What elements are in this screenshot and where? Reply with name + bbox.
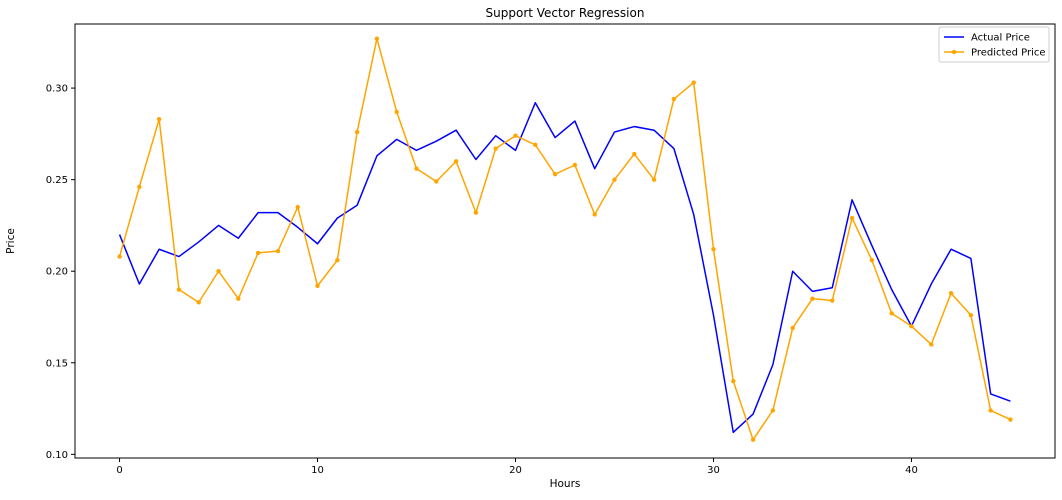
data-point-predicted-price: [988, 408, 993, 413]
data-point-predicted-price: [968, 312, 974, 318]
data-point-predicted-price: [1008, 417, 1013, 422]
legend-marker-predicted-price: [951, 49, 957, 55]
data-point-predicted-price: [552, 171, 558, 177]
data-point-predicted-price: [216, 269, 221, 274]
data-point-predicted-price: [869, 258, 875, 263]
y-tick-label: 0.10: [46, 450, 68, 461]
data-point-predicted-price: [354, 129, 360, 135]
data-point-predicted-price: [790, 325, 795, 331]
plot-frame: [74, 23, 1056, 459]
x-tick-label: 0: [116, 465, 122, 476]
y-tick-label: 0.20: [46, 267, 68, 278]
series-line-predicted-price: [118, 37, 1011, 441]
x-axis-ticks: 0 10 20 30 40: [116, 458, 918, 476]
data-point-predicted-price: [394, 109, 399, 115]
data-point-predicted-price: [414, 166, 419, 171]
data-point-predicted-price: [117, 254, 122, 259]
data-point-predicted-price: [671, 96, 677, 102]
data-point-predicted-price: [335, 258, 340, 263]
y-axis-label: Price: [5, 228, 17, 254]
y-tick-label: 0.25: [46, 175, 68, 186]
y-axis-ticks: 0.10 0.15 0.20 0.25 0.30: [46, 84, 75, 461]
data-point-predicted-price: [236, 296, 241, 301]
x-axis-label: Hours: [550, 478, 581, 490]
data-point-predicted-price: [295, 204, 300, 210]
legend: Actual Price Predicted Price: [938, 26, 1050, 63]
data-point-predicted-price: [137, 184, 142, 190]
data-point-predicted-price: [572, 162, 578, 168]
data-point-predicted-price: [513, 133, 518, 138]
data-point-predicted-price: [849, 215, 855, 221]
chart-title: Support Vector Regression: [486, 6, 645, 20]
data-point-predicted-price: [275, 248, 281, 254]
data-point-predicted-price: [315, 283, 320, 289]
data-point-predicted-price: [434, 179, 439, 184]
x-tick-label: 20: [509, 465, 522, 476]
data-point-predicted-price: [750, 437, 756, 442]
data-point-predicted-price: [651, 177, 657, 182]
data-point-predicted-price: [156, 117, 162, 122]
data-point-predicted-price: [929, 342, 934, 347]
data-point-predicted-price: [810, 296, 815, 301]
data-point-predicted-price: [889, 311, 894, 316]
legend-label-actual-price: Actual Price: [971, 33, 1030, 44]
y-tick-label: 0.15: [46, 358, 68, 369]
data-point-predicted-price: [830, 298, 835, 303]
series-line-actual-price: [118, 101, 1011, 434]
data-point-predicted-price: [473, 210, 479, 215]
plot-area: [117, 36, 1013, 442]
data-point-predicted-price: [493, 146, 498, 151]
x-tick-label: 10: [311, 465, 324, 476]
data-point-predicted-price: [731, 378, 736, 384]
data-point-predicted-price: [711, 247, 716, 252]
x-tick-label: 40: [905, 465, 918, 476]
data-point-predicted-price: [255, 250, 261, 256]
data-point-predicted-price: [592, 212, 597, 217]
data-point-predicted-price: [612, 177, 617, 182]
data-point-predicted-price: [691, 80, 696, 85]
legend-box: [938, 26, 1050, 63]
data-point-predicted-price: [909, 323, 914, 329]
data-point-predicted-price: [196, 300, 201, 305]
data-point-predicted-price: [374, 36, 380, 41]
data-point-predicted-price: [176, 287, 182, 292]
data-point-predicted-price: [533, 142, 538, 148]
data-point-predicted-price: [770, 408, 776, 413]
data-point-predicted-price: [632, 151, 637, 157]
y-tick-label: 0.30: [46, 84, 68, 95]
data-point-predicted-price: [453, 159, 459, 164]
data-point-predicted-price: [948, 290, 954, 296]
x-tick-label: 30: [707, 465, 720, 476]
legend-label-predicted-price: Predicted Price: [971, 48, 1046, 59]
